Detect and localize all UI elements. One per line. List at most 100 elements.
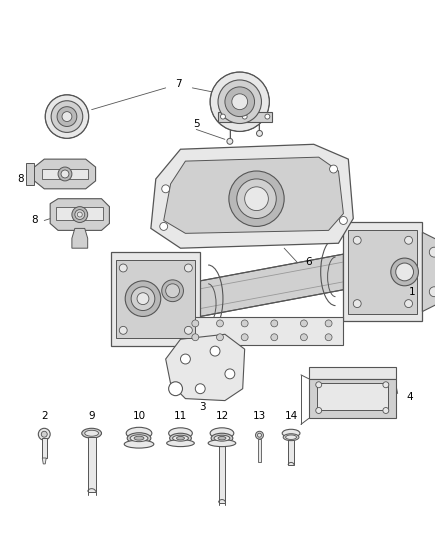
Circle shape (160, 222, 168, 230)
Text: 2: 2 (41, 411, 48, 422)
Circle shape (300, 320, 307, 327)
Circle shape (237, 179, 276, 219)
Circle shape (225, 87, 254, 117)
Circle shape (405, 236, 413, 244)
Circle shape (58, 167, 72, 181)
Circle shape (166, 284, 180, 297)
Circle shape (162, 185, 170, 193)
Ellipse shape (167, 440, 194, 447)
Polygon shape (42, 458, 46, 464)
Circle shape (169, 382, 183, 395)
Circle shape (383, 408, 389, 414)
Polygon shape (151, 144, 353, 248)
Polygon shape (166, 334, 245, 401)
Ellipse shape (286, 435, 297, 439)
Circle shape (216, 334, 223, 341)
Polygon shape (56, 207, 103, 221)
Polygon shape (343, 222, 422, 321)
Ellipse shape (126, 427, 152, 439)
Circle shape (225, 369, 235, 379)
Circle shape (62, 111, 72, 122)
Circle shape (245, 187, 268, 211)
Ellipse shape (130, 435, 148, 442)
Polygon shape (422, 232, 438, 311)
Circle shape (192, 320, 199, 327)
Polygon shape (348, 230, 417, 313)
Circle shape (232, 94, 247, 110)
Text: 7: 7 (175, 79, 182, 89)
Circle shape (405, 300, 413, 308)
Ellipse shape (82, 429, 102, 438)
Ellipse shape (177, 437, 184, 440)
Circle shape (220, 114, 226, 119)
Ellipse shape (282, 429, 300, 437)
Circle shape (78, 212, 82, 217)
Circle shape (255, 431, 263, 439)
Circle shape (41, 431, 47, 437)
Circle shape (184, 264, 192, 272)
Circle shape (180, 354, 191, 364)
Circle shape (75, 209, 85, 220)
Polygon shape (200, 254, 343, 317)
Text: 9: 9 (88, 411, 95, 422)
Circle shape (210, 346, 220, 356)
Ellipse shape (210, 428, 234, 439)
Polygon shape (309, 367, 396, 379)
Circle shape (257, 131, 262, 136)
Circle shape (72, 207, 88, 222)
Circle shape (353, 236, 361, 244)
Ellipse shape (169, 428, 192, 439)
Circle shape (391, 258, 418, 286)
Ellipse shape (134, 436, 144, 440)
Circle shape (218, 80, 261, 124)
Circle shape (195, 384, 205, 394)
Circle shape (119, 264, 127, 272)
Circle shape (325, 334, 332, 341)
Circle shape (300, 334, 307, 341)
Text: 8: 8 (31, 215, 38, 225)
Circle shape (184, 326, 192, 334)
Circle shape (192, 334, 199, 341)
Polygon shape (42, 169, 88, 179)
Circle shape (271, 320, 278, 327)
Circle shape (316, 408, 321, 414)
Polygon shape (42, 438, 47, 458)
Circle shape (329, 165, 337, 173)
Circle shape (125, 281, 161, 317)
Circle shape (119, 326, 127, 334)
Circle shape (162, 280, 184, 302)
Circle shape (429, 287, 438, 297)
Text: 14: 14 (284, 411, 298, 422)
Ellipse shape (208, 440, 236, 447)
Circle shape (383, 382, 389, 387)
Ellipse shape (124, 440, 154, 448)
Circle shape (241, 334, 248, 341)
Circle shape (242, 114, 247, 119)
Polygon shape (185, 318, 343, 345)
Circle shape (51, 101, 83, 132)
Text: 12: 12 (215, 411, 229, 422)
Ellipse shape (283, 434, 299, 441)
Circle shape (316, 382, 321, 387)
Text: 5: 5 (193, 119, 200, 130)
Text: 1: 1 (409, 287, 416, 297)
Circle shape (61, 170, 69, 178)
Ellipse shape (218, 437, 226, 440)
Polygon shape (88, 437, 95, 491)
Polygon shape (288, 440, 294, 465)
Polygon shape (258, 439, 261, 462)
Text: 13: 13 (253, 411, 266, 422)
Circle shape (325, 320, 332, 327)
Circle shape (265, 114, 270, 119)
Text: 10: 10 (132, 411, 145, 422)
Text: 4: 4 (406, 392, 413, 402)
Ellipse shape (85, 430, 99, 436)
Polygon shape (117, 260, 195, 338)
Circle shape (227, 139, 233, 144)
Polygon shape (218, 111, 272, 122)
Circle shape (271, 334, 278, 341)
Text: 11: 11 (174, 411, 187, 422)
Circle shape (216, 320, 223, 327)
Circle shape (210, 72, 269, 132)
Circle shape (38, 429, 50, 440)
